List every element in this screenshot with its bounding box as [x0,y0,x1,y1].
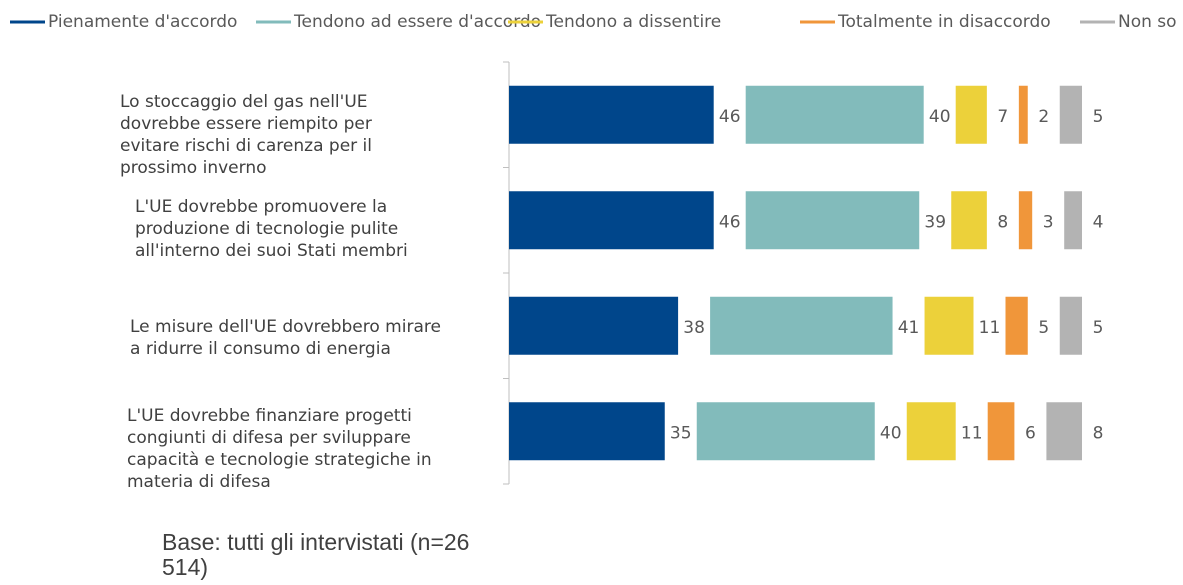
category-label: Lo stoccaggio del gas nell'UE dovrebbe e… [120,92,372,178]
value-label: 5 [1093,318,1104,338]
bar-segment [1064,191,1082,250]
bar-segment [906,402,956,461]
value-label: 38 [683,318,705,338]
bar-segment [509,85,714,144]
bar-segment [745,85,924,144]
value-label: 5 [1093,107,1104,127]
bar-segment [509,296,679,355]
bar-segment [710,296,893,355]
legend-label: Tendono ad essere d'accordo [293,12,541,32]
value-label: 3 [1043,212,1054,232]
value-label: 40 [880,423,902,443]
value-label: 11 [979,318,1001,338]
value-label: 2 [1038,107,1049,127]
bar-segment [1018,191,1033,250]
legend-label: Totalmente in disaccordo [837,12,1051,32]
bar-segment [1059,85,1082,144]
value-label: 46 [719,212,741,232]
bar-segment [745,191,920,250]
value-label: 39 [924,212,946,232]
value-label: 8 [1093,423,1104,443]
value-label: 7 [997,107,1008,127]
value-label: 4 [1093,212,1104,232]
bar-segment [509,402,665,461]
legend-label: Non so [1118,12,1177,32]
bar-segment [955,85,987,144]
category-label: Le misure dell'UE dovrebbero mirare a ri… [130,317,441,359]
bar-segment [509,191,714,250]
bar-segment [951,191,987,250]
value-label: 46 [719,107,741,127]
note: Base: tutti gli intervistati (n=26 514) [162,529,470,580]
value-label: 8 [997,212,1008,232]
legend-label: Tendono a dissentire [545,12,721,32]
bar-segment [987,402,1015,461]
category-label: L'UE dovrebbe promuovere la produzione d… [135,197,408,261]
value-label: 5 [1038,318,1049,338]
legend-label: Pienamente d'accordo [48,12,237,32]
value-label: 11 [961,423,983,443]
value-label: 35 [670,423,692,443]
bar-segment [1005,296,1028,355]
bar-segment [696,402,875,461]
value-label: 40 [929,107,951,127]
category-label: L'UE dovrebbe finanziare progetti congiu… [127,406,432,492]
bar-segment [924,296,974,355]
bar-segment [1018,85,1028,144]
value-label: 6 [1025,423,1036,443]
value-label: 41 [898,318,920,338]
bar-segment [1059,296,1082,355]
bar-segment [1046,402,1082,461]
